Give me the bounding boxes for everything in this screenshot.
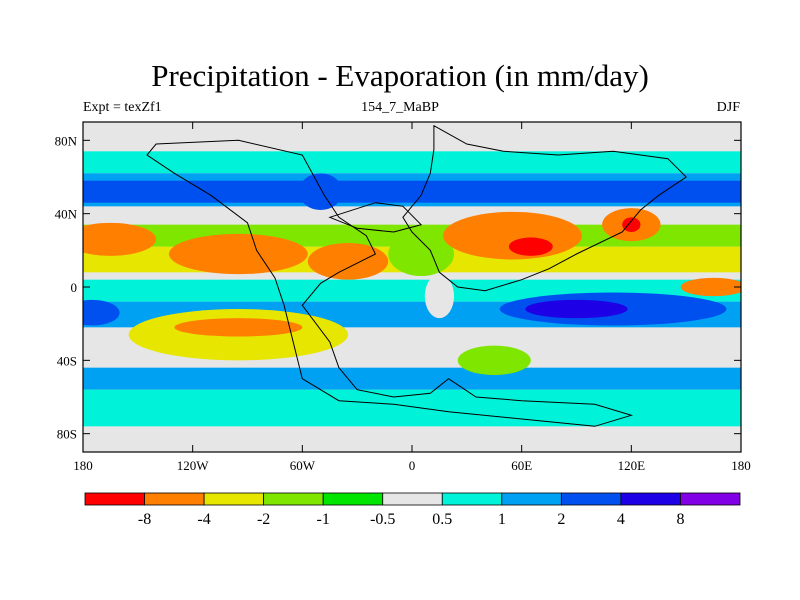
field-band-7 (83, 367, 741, 390)
colorbar-swatch-0 (84, 492, 145, 506)
colorbar-label-9: 8 (676, 511, 684, 528)
coastline-1 (402, 124, 687, 292)
colorbar-label-5: 0.5 (432, 511, 452, 528)
y-tick-label-4: 80S (57, 427, 77, 442)
field-band-0 (83, 151, 741, 174)
field-region-14 (680, 277, 741, 297)
plot-title: Precipitation - Evaporation (in mm/day) (151, 58, 649, 93)
colorbar-label-4: -0.5 (370, 511, 395, 528)
colorbar-swatch-2 (203, 492, 265, 506)
experiment-label: Expt = texZf1 (83, 100, 162, 115)
field-region-16 (298, 173, 343, 211)
colorbar-label-0: -8 (138, 511, 151, 528)
colorbar-swatch-3 (263, 492, 324, 506)
age-label: 154_7_MaBP (361, 100, 439, 115)
field-region-15 (457, 345, 531, 376)
y-axis: 80N 40N 0 40S 80S (55, 133, 741, 442)
colorbar: -8 -4 -2 -1 -0.5 0.5 1 2 4 8 (84, 492, 741, 528)
field-region-5 (388, 232, 455, 276)
colorbar-swatch-5 (382, 492, 443, 506)
y-tick-label-1: 40N (55, 207, 78, 222)
colorbar-label-3: -1 (317, 511, 330, 528)
colorbar-swatch-9 (620, 492, 681, 506)
colorbar-swatch-10 (680, 492, 741, 506)
colorbar-swatch-1 (144, 492, 205, 506)
x-tick-label-1: 120W (177, 458, 210, 473)
field-region-6 (424, 274, 455, 319)
x-tick-label-5: 120E (618, 458, 646, 473)
field-region-13 (83, 299, 120, 326)
colorbar-swatch-4 (322, 492, 384, 506)
colorbar-label-2: -2 (257, 511, 270, 528)
field-region-0 (83, 222, 157, 256)
colorbar-swatch-6 (441, 492, 503, 506)
field-band-2 (83, 180, 741, 203)
y-tick-label-0: 80N (55, 133, 78, 148)
field-region-1 (168, 233, 308, 275)
colorbar-label-7: 2 (557, 511, 565, 528)
colorbar-label-8: 4 (617, 511, 625, 528)
x-tick-label-6: 180 (731, 458, 751, 473)
field-region-12 (525, 299, 628, 319)
field-region-7 (443, 211, 582, 260)
field-band-8 (83, 389, 741, 427)
field-region-3 (174, 318, 303, 337)
x-tick-label-3: 0 (409, 458, 416, 473)
season-label: DJF (716, 100, 740, 115)
x-axis: 180 120W 60W 0 60E 120E 180 (73, 122, 751, 473)
y-tick-label-2: 0 (71, 280, 78, 295)
colorbar-swatch-7 (501, 492, 562, 506)
field-region-10 (622, 217, 641, 233)
coastlines (146, 124, 687, 427)
colorbar-swatch-8 (560, 492, 622, 506)
x-tick-label-4: 60E (511, 458, 532, 473)
coastline-0 (146, 139, 634, 427)
y-tick-label-3: 40S (57, 353, 77, 368)
coastline-2 (328, 202, 423, 233)
field-region-8 (508, 237, 553, 256)
colorbar-label-6: 1 (498, 511, 506, 528)
colorbar-label-1: -4 (197, 511, 210, 528)
contour-field (83, 122, 741, 452)
x-tick-label-2: 60W (290, 458, 316, 473)
field-region-4 (307, 243, 389, 280)
x-tick-label-0: 180 (73, 458, 93, 473)
